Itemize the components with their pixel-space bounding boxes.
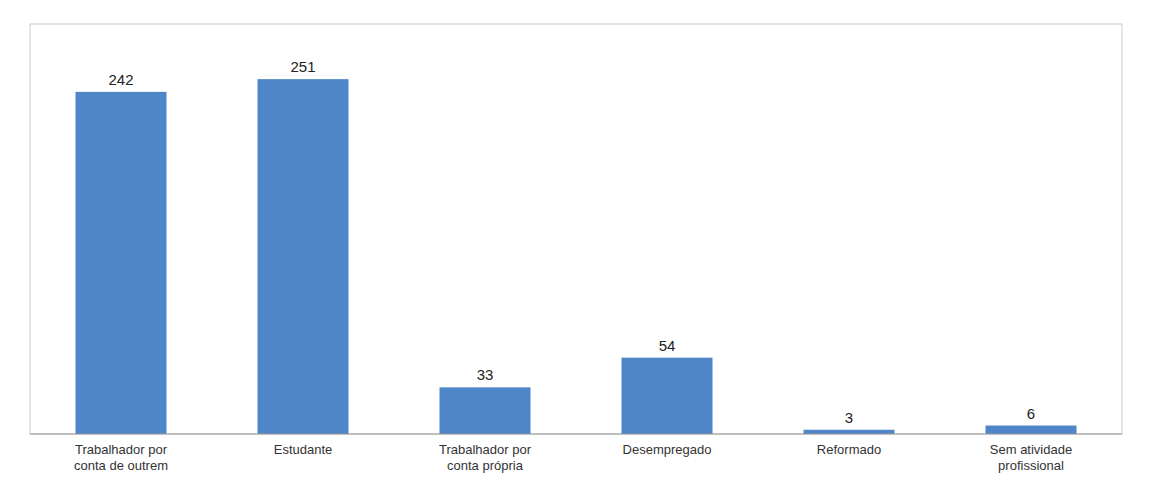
tick-label-line: conta de outrem <box>74 458 168 473</box>
plot-frame <box>30 24 1122 434</box>
bar <box>76 92 167 434</box>
data-label: 33 <box>477 366 494 383</box>
tick-label-line: Reformado <box>817 442 881 457</box>
chart-container: 242251335436Trabalhador porconta de outr… <box>0 0 1152 498</box>
tick-label-line: Trabalhador por <box>439 442 532 457</box>
data-label: 251 <box>290 58 315 75</box>
bar <box>986 426 1077 434</box>
page: {"chart_data": {"type": "bar", "categori… <box>0 0 1152 498</box>
tick-label: Estudante <box>274 442 333 457</box>
bar <box>258 79 349 434</box>
tick-label-line: Sem atividade <box>990 442 1072 457</box>
bar <box>622 358 713 434</box>
tick-label: Sem atividadeprofissional <box>990 442 1072 473</box>
baseline <box>30 434 1122 435</box>
bar <box>804 430 895 434</box>
tick-label: Desempregado <box>623 442 712 457</box>
data-label: 6 <box>1027 405 1035 422</box>
data-label: 3 <box>845 409 853 426</box>
tick-label-line: conta própria <box>447 458 524 473</box>
tick-label: Trabalhador porconta própria <box>439 442 532 473</box>
data-label: 54 <box>659 337 676 354</box>
tick-label-line: Desempregado <box>623 442 712 457</box>
data-label: 242 <box>108 71 133 88</box>
tick-label: Trabalhador porconta de outrem <box>74 442 168 473</box>
tick-label-line: profissional <box>998 458 1064 473</box>
tick-label-line: Trabalhador por <box>75 442 168 457</box>
chart-svg: 242251335436Trabalhador porconta de outr… <box>0 0 1152 498</box>
tick-label: Reformado <box>817 442 881 457</box>
tick-label-line: Estudante <box>274 442 333 457</box>
bars <box>76 79 1077 434</box>
bar <box>440 387 531 434</box>
